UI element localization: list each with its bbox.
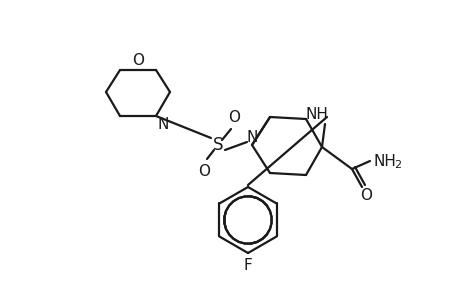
Text: S: S — [212, 136, 223, 154]
Text: N: N — [157, 116, 168, 131]
Text: 2: 2 — [393, 160, 401, 170]
Text: O: O — [132, 52, 144, 68]
Text: O: O — [197, 164, 210, 178]
Text: NH: NH — [373, 154, 396, 169]
Text: N: N — [246, 130, 257, 145]
Text: O: O — [228, 110, 240, 124]
Text: O: O — [359, 188, 371, 202]
Text: F: F — [243, 257, 252, 272]
Text: NH: NH — [305, 106, 328, 122]
